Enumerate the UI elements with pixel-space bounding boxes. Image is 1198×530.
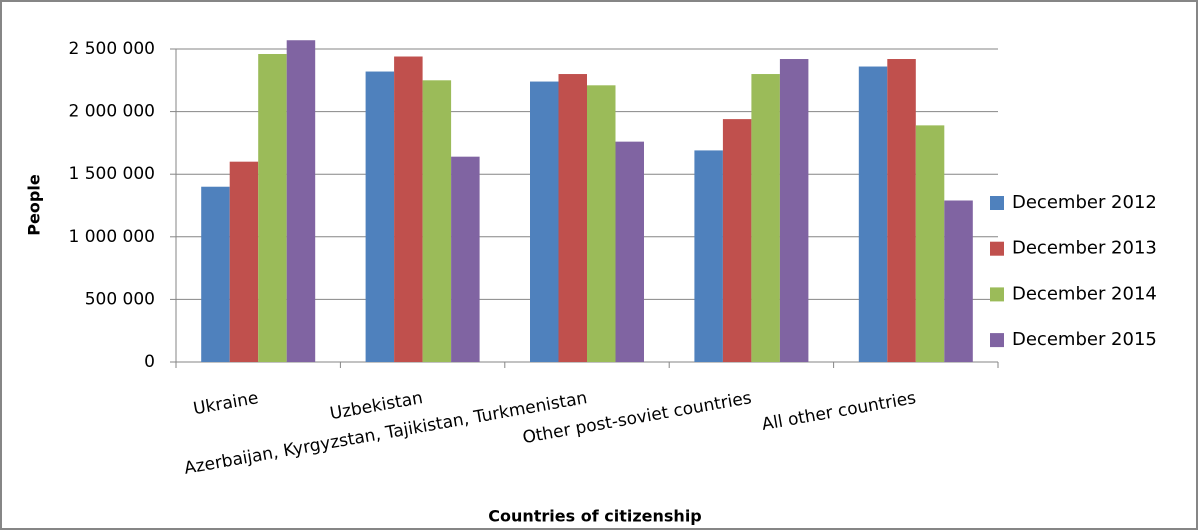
bar [751, 74, 780, 362]
y-tick-label: 2 000 000 [68, 102, 155, 122]
bar [451, 156, 480, 362]
legend-swatch [990, 196, 1004, 210]
bar [915, 125, 945, 362]
y-tick-label: 2 500 000 [68, 39, 155, 59]
legend-swatch [990, 241, 1004, 256]
y-tick-label: 0 [144, 352, 155, 372]
bar [944, 200, 973, 362]
legend-label: December 2014 [1012, 283, 1157, 304]
y-tick-label: 500 000 [85, 289, 155, 309]
bar [365, 71, 395, 362]
bar [258, 54, 287, 363]
bar [887, 59, 916, 363]
bar [587, 85, 616, 363]
x-axis-title: Countries of citizenship [488, 507, 702, 526]
legend-label: December 2013 [1012, 238, 1157, 259]
legend-swatch [990, 287, 1004, 302]
bar [558, 74, 587, 362]
bar [422, 80, 452, 363]
y-axis-title: People [25, 174, 44, 236]
bar [530, 81, 559, 362]
y-tick-label: 1 500 000 [68, 164, 155, 184]
bar [201, 186, 230, 362]
legend-label: December 2012 [1012, 192, 1157, 213]
bar [858, 66, 888, 362]
bar [394, 56, 423, 363]
bar [779, 59, 809, 363]
bar [694, 150, 723, 362]
bar [286, 40, 316, 363]
y-tick-label: 1 000 000 [68, 227, 155, 247]
legend-label: December 2015 [1012, 329, 1157, 350]
bar [722, 119, 752, 362]
bar [229, 161, 259, 362]
bar [615, 141, 644, 362]
legend-swatch [990, 333, 1004, 348]
